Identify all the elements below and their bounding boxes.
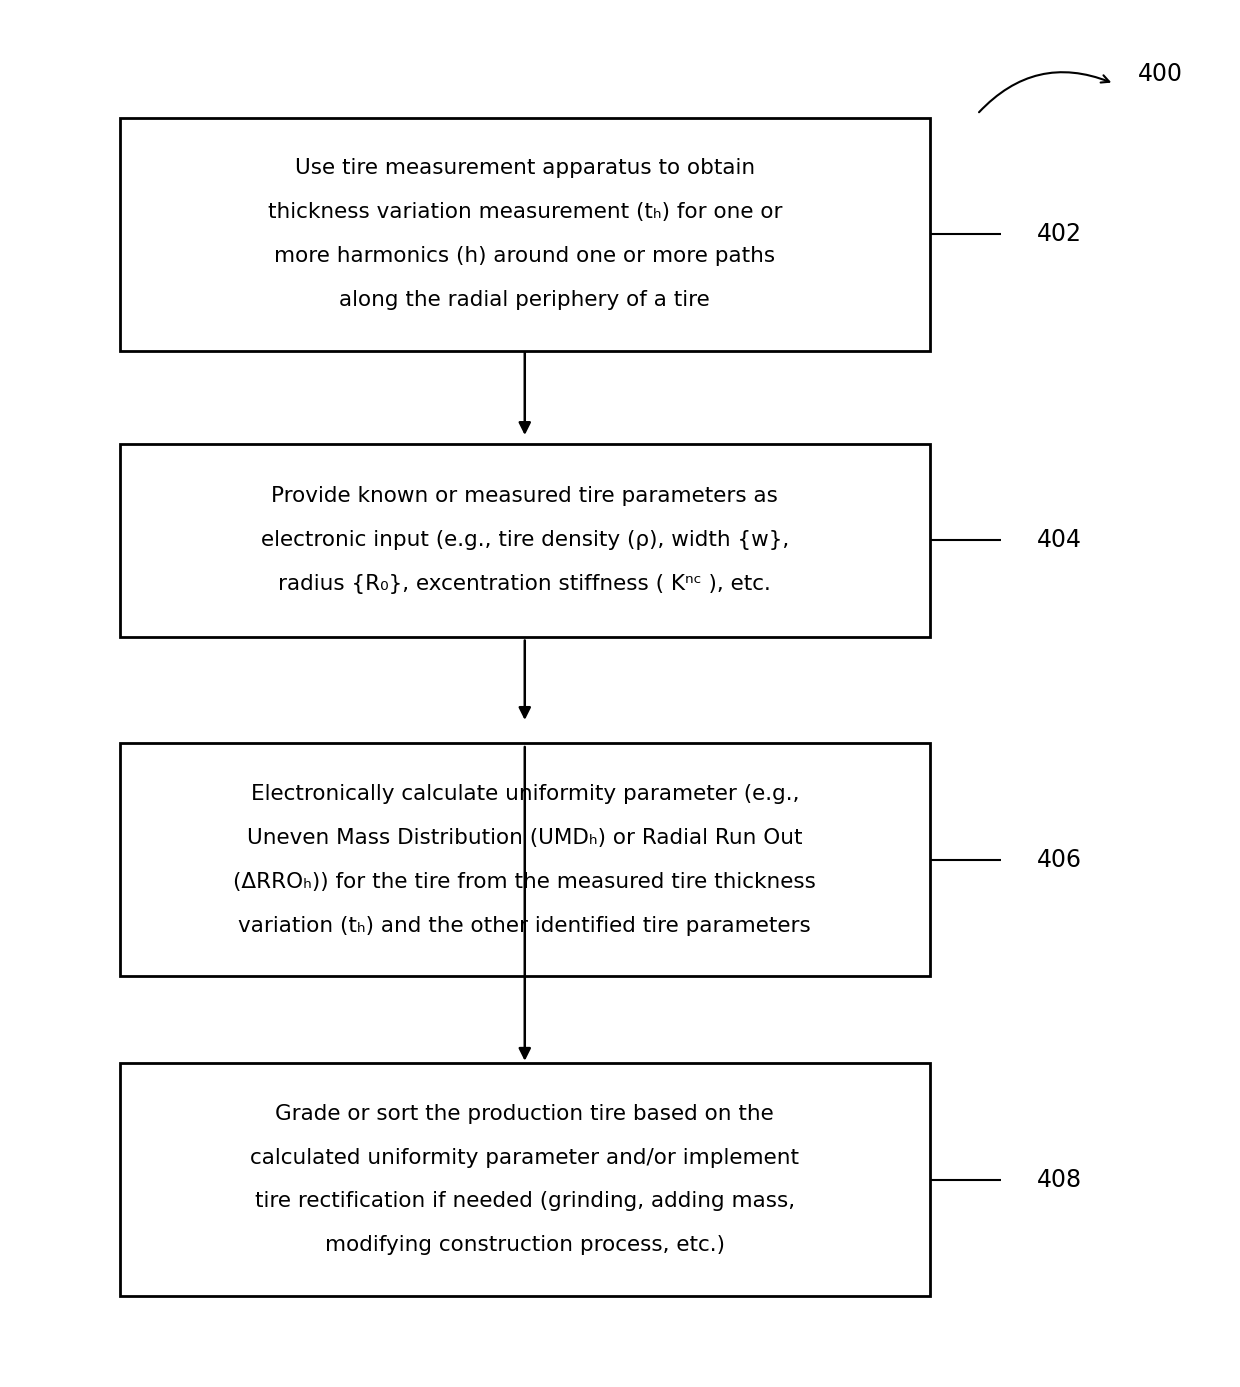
Bar <box>120 444 930 637</box>
Text: radius {R₀}, excentration stiffness ( Kⁿᶜ ), etc.: radius {R₀}, excentration stiffness ( Kⁿ… <box>278 574 771 594</box>
Text: 400: 400 <box>1138 62 1183 86</box>
Bar <box>120 1062 930 1295</box>
Text: Uneven Mass Distribution (UMDₕ) or Radial Run Out: Uneven Mass Distribution (UMDₕ) or Radia… <box>247 828 802 847</box>
Text: 404: 404 <box>1037 528 1081 552</box>
Text: 402: 402 <box>1037 222 1081 245</box>
Text: Use tire measurement apparatus to obtain: Use tire measurement apparatus to obtain <box>295 158 755 178</box>
Text: Electronically calculate uniformity parameter (e.g.,: Electronically calculate uniformity para… <box>250 784 799 804</box>
Text: 406: 406 <box>1037 847 1081 872</box>
Text: tire rectification if needed (grinding, adding mass,: tire rectification if needed (grinding, … <box>254 1191 795 1211</box>
Text: thickness variation measurement (tₕ) for one or: thickness variation measurement (tₕ) for… <box>268 203 782 222</box>
Text: Provide known or measured tire parameters as: Provide known or measured tire parameter… <box>272 487 779 506</box>
Text: calculated uniformity parameter and/or implement: calculated uniformity parameter and/or i… <box>250 1147 800 1168</box>
Text: more harmonics (h) around one or more paths: more harmonics (h) around one or more pa… <box>274 245 775 266</box>
Text: Grade or sort the production tire based on the: Grade or sort the production tire based … <box>275 1104 774 1123</box>
Text: (ΔRROₕ)) for the tire from the measured tire thickness: (ΔRROₕ)) for the tire from the measured … <box>233 872 816 892</box>
Text: modifying construction process, etc.): modifying construction process, etc.) <box>325 1236 724 1255</box>
Bar <box>120 118 930 351</box>
Text: variation (tₕ) and the other identified tire parameters: variation (tₕ) and the other identified … <box>238 915 811 936</box>
Text: 408: 408 <box>1037 1168 1081 1191</box>
Text: along the radial periphery of a tire: along the radial periphery of a tire <box>340 290 711 311</box>
Text: electronic input (e.g., tire density (ρ), width {w},: electronic input (e.g., tire density (ρ)… <box>260 530 789 551</box>
Bar <box>120 743 930 976</box>
